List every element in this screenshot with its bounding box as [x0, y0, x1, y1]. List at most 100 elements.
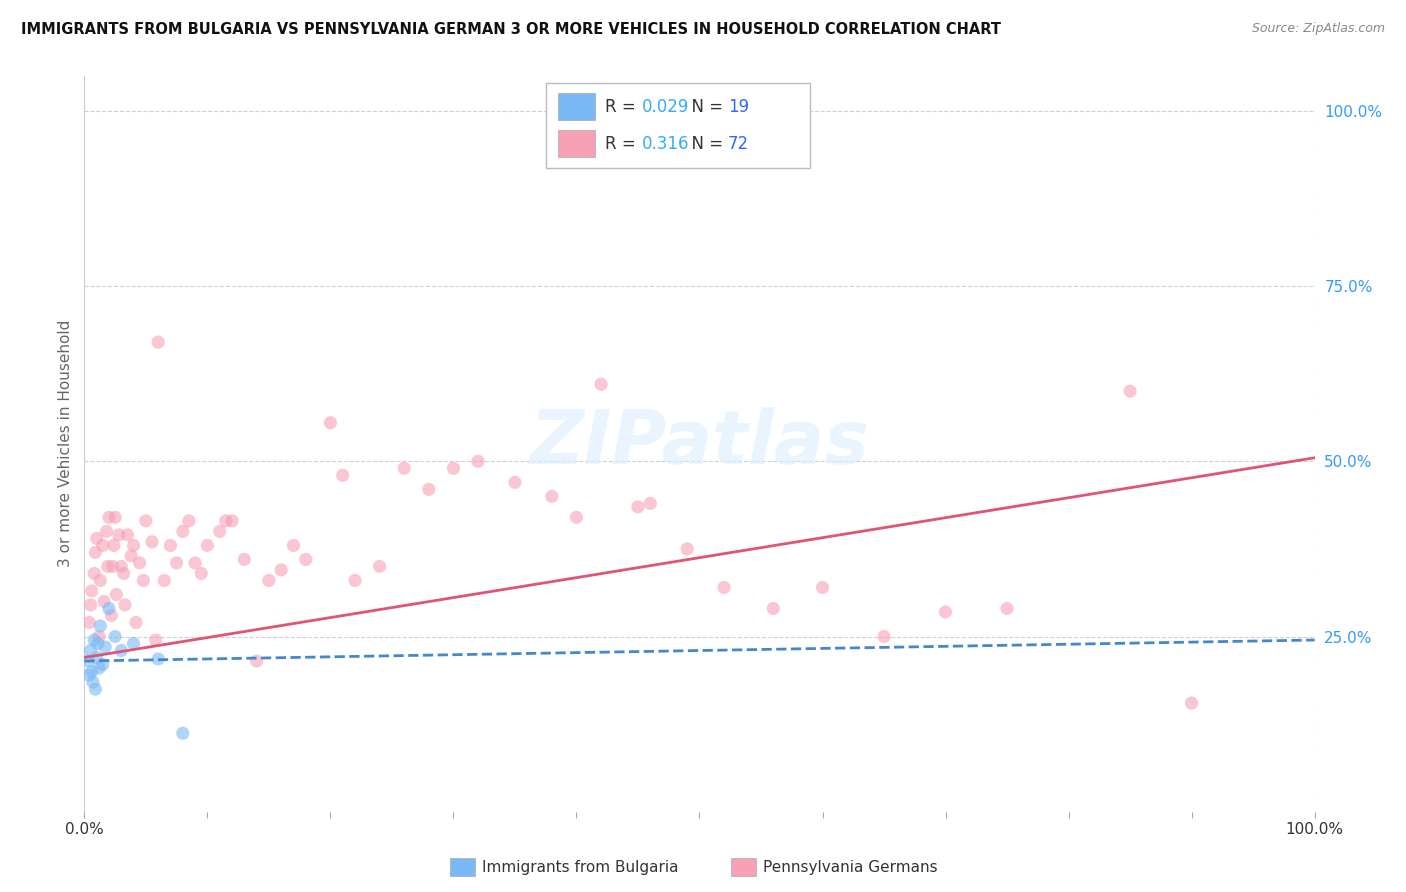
- Point: [101, 559, 124, 574]
- Point: [332, 468, 354, 483]
- Point: [197, 538, 219, 552]
- Point: [565, 510, 588, 524]
- Point: [94, 640, 117, 654]
- Point: [443, 461, 465, 475]
- Point: [172, 524, 194, 539]
- Point: [98, 510, 120, 524]
- Point: [467, 454, 489, 468]
- Point: [627, 500, 650, 514]
- Point: [120, 549, 142, 563]
- Point: [283, 538, 305, 552]
- Text: 0.316: 0.316: [641, 135, 689, 153]
- Point: [96, 524, 118, 539]
- Point: [91, 538, 114, 552]
- Point: [257, 574, 280, 588]
- Point: [79, 598, 101, 612]
- Text: N =: N =: [681, 98, 728, 116]
- Point: [122, 636, 145, 650]
- Point: [103, 538, 125, 552]
- Point: [246, 654, 269, 668]
- Point: [80, 584, 103, 599]
- Point: [159, 538, 181, 552]
- Text: 19: 19: [728, 98, 749, 116]
- Point: [762, 601, 785, 615]
- Point: [87, 630, 111, 644]
- Point: [995, 601, 1018, 615]
- Text: ZIPatlas: ZIPatlas: [530, 408, 869, 480]
- Point: [104, 510, 127, 524]
- Point: [148, 335, 170, 350]
- Point: [114, 598, 136, 612]
- Point: [79, 643, 101, 657]
- Y-axis label: 3 or more Vehicles in Household: 3 or more Vehicles in Household: [58, 320, 73, 567]
- Point: [640, 496, 662, 510]
- Point: [148, 652, 170, 666]
- Point: [713, 581, 735, 595]
- Text: R =: R =: [605, 98, 641, 116]
- FancyBboxPatch shape: [546, 83, 810, 168]
- Point: [110, 559, 132, 574]
- FancyBboxPatch shape: [558, 94, 595, 120]
- Point: [86, 650, 108, 665]
- Point: [177, 514, 200, 528]
- Point: [87, 661, 111, 675]
- Text: R =: R =: [605, 135, 641, 153]
- Text: IMMIGRANTS FROM BULGARIA VS PENNSYLVANIA GERMAN 3 OR MORE VEHICLES IN HOUSEHOLD : IMMIGRANTS FROM BULGARIA VS PENNSYLVANIA…: [21, 22, 1001, 37]
- Point: [79, 668, 101, 682]
- Point: [82, 675, 104, 690]
- Point: [84, 682, 107, 697]
- Point: [128, 556, 150, 570]
- Point: [935, 605, 957, 619]
- Point: [215, 514, 238, 528]
- Point: [122, 538, 145, 552]
- Point: [83, 633, 105, 648]
- Text: 0.029: 0.029: [641, 98, 689, 116]
- Point: [135, 514, 157, 528]
- Point: [108, 528, 131, 542]
- Text: Immigrants from Bulgaria: Immigrants from Bulgaria: [482, 860, 679, 874]
- Point: [190, 566, 212, 581]
- Point: [89, 574, 111, 588]
- Point: [1119, 384, 1142, 399]
- Point: [418, 483, 440, 497]
- Point: [221, 514, 243, 528]
- Point: [811, 581, 834, 595]
- Point: [1181, 696, 1204, 710]
- Text: N =: N =: [681, 135, 728, 153]
- Point: [79, 615, 101, 630]
- Point: [132, 574, 155, 588]
- Point: [208, 524, 231, 539]
- Point: [676, 541, 699, 556]
- Point: [368, 559, 391, 574]
- Point: [591, 377, 613, 392]
- Point: [319, 416, 342, 430]
- Point: [270, 563, 292, 577]
- Point: [100, 608, 122, 623]
- Point: [87, 636, 110, 650]
- Point: [97, 559, 120, 574]
- Point: [105, 587, 128, 601]
- Point: [125, 615, 148, 630]
- Point: [104, 630, 127, 644]
- Point: [112, 566, 135, 581]
- Point: [503, 475, 526, 490]
- Point: [873, 630, 896, 644]
- FancyBboxPatch shape: [558, 130, 595, 157]
- Point: [153, 574, 176, 588]
- Point: [91, 657, 114, 672]
- Point: [295, 552, 318, 566]
- Text: Source: ZipAtlas.com: Source: ZipAtlas.com: [1251, 22, 1385, 36]
- Point: [166, 556, 188, 570]
- Point: [110, 643, 132, 657]
- Point: [344, 574, 367, 588]
- Point: [117, 528, 139, 542]
- Point: [184, 556, 207, 570]
- Text: Pennsylvania Germans: Pennsylvania Germans: [763, 860, 938, 874]
- Point: [89, 619, 111, 633]
- Point: [86, 532, 108, 546]
- Point: [84, 545, 107, 559]
- Point: [141, 534, 163, 549]
- Point: [394, 461, 416, 475]
- Point: [172, 726, 194, 740]
- Point: [145, 633, 167, 648]
